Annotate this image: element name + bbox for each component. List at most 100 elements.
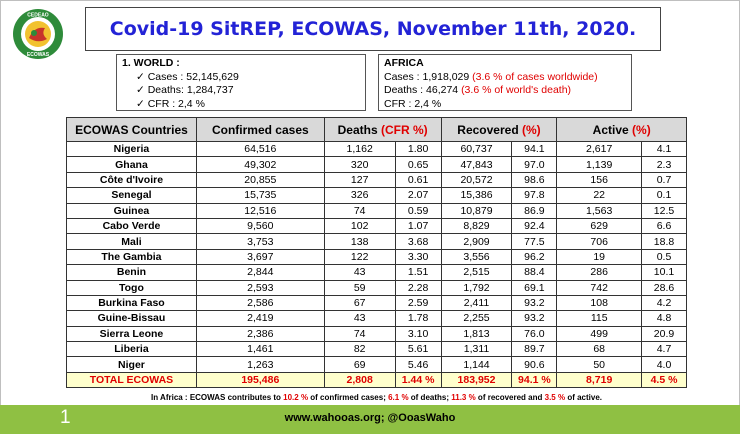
cell-cfr: 3.30 [394,248,442,266]
cell-active: 629 [556,217,643,235]
africa-cases-text: Cases : 1,918,029 [384,70,470,83]
table-body: Nigeria 64,516 1,162 1.80 60,737 94.1 2,617 4.1… [66,140,687,389]
cell-active: 68 [556,341,643,358]
cell-active-pct: 12.5 [641,202,687,219]
cell-country: Côte d'Ivoire [66,171,197,189]
cell-recovered-pct: 93.2 [511,310,558,327]
footnote-text: of active. [565,393,602,402]
cell-confirmed: 15,735 [195,187,325,204]
title-box: Covid-19 SitREP, ECOWAS, November 11th, … [85,7,661,51]
cell-active: 50 [556,356,643,373]
cell-deaths: 67 [323,294,396,312]
cell-recovered: 2,909 [440,233,513,250]
table-row: Senegal 15,735 326 2.07 15,386 97.8 22 0.1 [66,187,687,204]
table-row: Benin 2,844 43 1.51 2,515 88.4 286 10.1 [66,264,687,281]
table-row: The Gambia 3,697 122 3.30 3,556 96.2 19 0.5 [66,248,687,266]
cell-recovered: 8,829 [440,217,513,235]
cell-recovered-pct: 92.4 [511,217,558,235]
cell-active: 286 [556,264,643,281]
cell-active-pct: 28.6 [641,279,687,296]
cell-confirmed: 2,593 [195,279,325,296]
table-row: Cabo Verde 9,560 102 1.07 8,829 92.4 629 6.6 [66,217,687,235]
cell-recovered-pct: 97.8 [511,187,558,204]
page-title: Covid-19 SitREP, ECOWAS, November 11th, … [109,18,637,40]
cell-country: Mali [66,233,197,250]
cell-confirmed: 1,461 [195,341,325,358]
cell-active-pct: 0.7 [641,171,687,189]
table-row: Sierra Leone 2,386 74 3.10 1,813 76.0 499 20.9 [66,325,687,343]
africa-summary-box: AFRICA Cases : 1,918,029 (3.6 % of cases… [378,54,632,111]
africa-cases-note: (3.6 % of cases worldwide) [472,70,598,83]
cell-active-pct: 4.1 [641,140,687,158]
cell-active: 19 [556,248,643,266]
cell-deaths: 74 [323,202,396,219]
cell-cfr: 5.61 [394,341,442,358]
cell-recovered: 60,737 [440,140,513,158]
cell-confirmed: 49,302 [195,156,325,173]
cell-active-pct: 2.3 [641,156,687,173]
logo-top-text: CEDEAO [27,13,49,19]
cell-recovered-pct: 97.0 [511,156,558,173]
footer-bar: 1 www.wahooas.org; @OoasWaho [0,405,740,434]
cell-recovered: 2,515 [440,264,513,281]
cell-deaths: 127 [323,171,396,189]
footnote-text: In Africa : ECOWAS contributes to [151,393,284,402]
ecowas-cases-table: ECOWAS Countries Confirmed cases Deaths … [66,117,687,389]
cell-recovered-pct: 88.4 [511,264,558,281]
cell-cfr: 0.65 [394,156,442,173]
cell-recovered-pct: 98.6 [511,171,558,189]
cell-deaths: 43 [323,310,396,327]
footnote-text: of deaths; [408,393,452,402]
table-row: Ghana 49,302 320 0.65 47,843 97.0 1,139 2.3 [66,156,687,173]
cell-deaths: 59 [323,279,396,296]
cell-cfr: 3.10 [394,325,442,343]
cell-active: 742 [556,279,643,296]
cell-recovered-pct: 93.2 [511,294,558,312]
cell-deaths: 2,808 [323,371,396,389]
cell-country: Ghana [66,156,197,173]
cell-cfr: 2.28 [394,279,442,296]
world-cfr: ✓ CFR : 2,4 % [122,98,360,112]
cell-recovered: 1,813 [440,325,513,343]
cell-active: 1,139 [556,156,643,173]
cell-deaths: 122 [323,248,396,266]
cell-country: Cabo Verde [66,217,197,235]
cell-cfr: 0.61 [394,171,442,189]
world-cases-text: Cases : 52,145,629 [147,70,239,83]
cell-recovered-pct: 76.0 [511,325,558,343]
cell-recovered: 10,879 [440,202,513,219]
cell-country: Benin [66,264,197,281]
cell-confirmed: 12,516 [195,202,325,219]
table-header-row: ECOWAS Countries Confirmed cases Deaths … [66,117,687,142]
cell-active-pct: 4.2 [641,294,687,312]
cell-country: Guinea [66,202,197,219]
africa-deaths-note: (3.6 % of world's death) [461,84,572,96]
world-cases: ✓ Cases : 52,145,629 [122,71,360,85]
cell-country: Liberia [66,341,197,358]
table-row: Côte d'Ivoire 20,855 127 0.61 20,572 98.6 156 0… [66,171,687,189]
cell-recovered: 1,144 [440,356,513,373]
cell-recovered: 1,311 [440,341,513,358]
africa-deaths-text: Deaths : 46,274 [384,84,459,96]
table-row: Burkina Faso 2,586 67 2.59 2,411 93.2 108 4.2 [66,294,687,312]
cell-confirmed: 2,386 [195,325,325,343]
cell-recovered-pct: 90.6 [511,356,558,373]
cell-active: 22 [556,187,643,204]
table-total-row: TOTAL ECOWAS 195,486 2,808 1.44 % 183,952 94.… [66,371,687,389]
cell-deaths: 102 [323,217,396,235]
cell-deaths: 43 [323,264,396,281]
cell-active-pct: 18.8 [641,233,687,250]
cell-active: 115 [556,310,643,327]
cell-recovered-pct: 89.7 [511,341,558,358]
cell-recovered-pct: 94.1 [511,140,558,158]
cell-active: 1,563 [556,202,643,219]
footer-links: www.wahooas.org; @OoasWaho [284,412,456,424]
cell-recovered-pct: 77.5 [511,233,558,250]
cell-active: 156 [556,171,643,189]
cell-active-pct: 0.1 [641,187,687,204]
cell-recovered-pct: 96.2 [511,248,558,266]
cell-active-pct: 4.0 [641,356,687,373]
cell-active: 706 [556,233,643,250]
footnote-text: of confirmed cases; [308,393,389,402]
cell-recovered: 183,952 [440,371,513,389]
